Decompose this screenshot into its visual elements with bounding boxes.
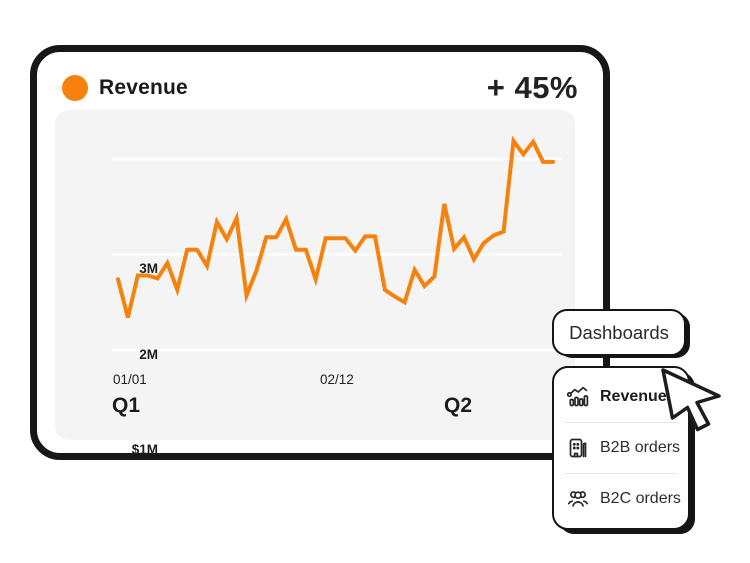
dashboards-menu: Revenue B2B orders: [552, 366, 690, 530]
y-tick-3m: 3M: [139, 261, 158, 276]
people-group-icon: [566, 487, 590, 511]
menu-divider: [564, 472, 678, 475]
revenue-card: Revenue + 45% 3M 2M $1M 01/01 02/12 Q1 Q…: [30, 45, 610, 460]
revenue-line-chart: [112, 135, 562, 352]
menu-item-label: B2C orders: [600, 490, 681, 508]
menu-item-label: Revenue: [600, 387, 667, 405]
revenue-chart-panel: 3M 2M $1M 01/01 02/12 Q1 Q2: [55, 110, 575, 457]
menu-divider: [564, 421, 678, 424]
menu-item-revenue[interactable]: Revenue: [554, 374, 688, 420]
dashboards-dropdown-trigger[interactable]: Dashboards: [552, 309, 686, 356]
card-header: Revenue + 45%: [62, 67, 578, 109]
quarter-label-q1: Q1: [112, 394, 141, 417]
x-tick-0212: 02/12: [320, 372, 354, 387]
card-title: Revenue: [99, 76, 188, 99]
menu-item-b2b-orders[interactable]: B2B orders: [554, 425, 688, 471]
delta-badge: + 45%: [486, 70, 578, 105]
building-icon: [566, 436, 590, 460]
menu-item-b2c-orders[interactable]: B2C orders: [554, 476, 688, 522]
y-tick-1m: $1M: [131, 442, 158, 457]
quarter-label-q2: Q2: [444, 394, 473, 417]
menu-item-label: B2B orders: [600, 438, 681, 456]
x-tick-0101: 01/01: [113, 372, 147, 387]
y-tick-2m: 2M: [139, 347, 158, 362]
bar-chart-trend-icon: [566, 385, 590, 409]
revenue-series-dot: [62, 75, 88, 101]
